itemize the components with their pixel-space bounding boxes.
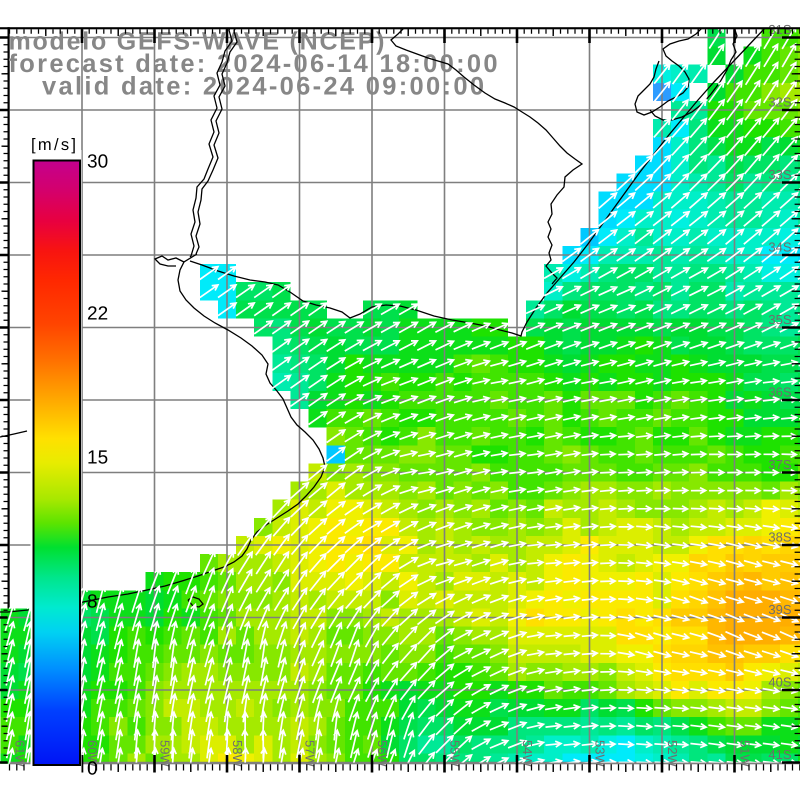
svg-text:51W: 51W [738, 740, 753, 767]
svg-text:39S: 39S [768, 602, 791, 617]
svg-text:59W: 59W [158, 740, 173, 767]
svg-text:60W: 60W [85, 740, 100, 767]
svg-text:37S: 37S [768, 457, 791, 472]
svg-text:55W: 55W [448, 740, 463, 767]
svg-text:54W: 54W [520, 740, 535, 767]
svg-text:valid date: 2024-06-24 09:00:0: valid date: 2024-06-24 09:00:00 [42, 73, 484, 101]
svg-text:34S: 34S [768, 240, 791, 255]
svg-text:58W: 58W [230, 740, 245, 767]
svg-text:15: 15 [87, 448, 108, 469]
svg-text:38S: 38S [768, 530, 791, 545]
svg-text:33S: 33S [768, 167, 791, 182]
svg-text:41S: 41S [768, 747, 791, 762]
svg-text:22: 22 [87, 304, 108, 325]
svg-text:modelo GEFS-WAVE (NCEP): modelo GEFS-WAVE (NCEP) [9, 28, 385, 56]
svg-text:57W: 57W [303, 740, 318, 767]
svg-text:forecast date: 2024-06-14 18:0: forecast date: 2024-06-14 18:00:00 [9, 50, 498, 78]
svg-text:[m/s]: [m/s] [31, 136, 76, 154]
svg-text:32S: 32S [768, 95, 791, 110]
svg-text:53W: 53W [593, 740, 608, 767]
svg-text:35S: 35S [768, 312, 791, 327]
svg-text:8: 8 [87, 592, 98, 613]
svg-text:61W: 61W [13, 740, 28, 767]
svg-text:0: 0 [87, 759, 98, 780]
svg-text:30: 30 [87, 152, 108, 173]
svg-text:52W: 52W [665, 740, 680, 767]
svg-text:56W: 56W [375, 740, 390, 767]
svg-text:31S: 31S [768, 22, 791, 37]
svg-text:36S: 36S [768, 385, 791, 400]
svg-text:40S: 40S [768, 675, 791, 690]
